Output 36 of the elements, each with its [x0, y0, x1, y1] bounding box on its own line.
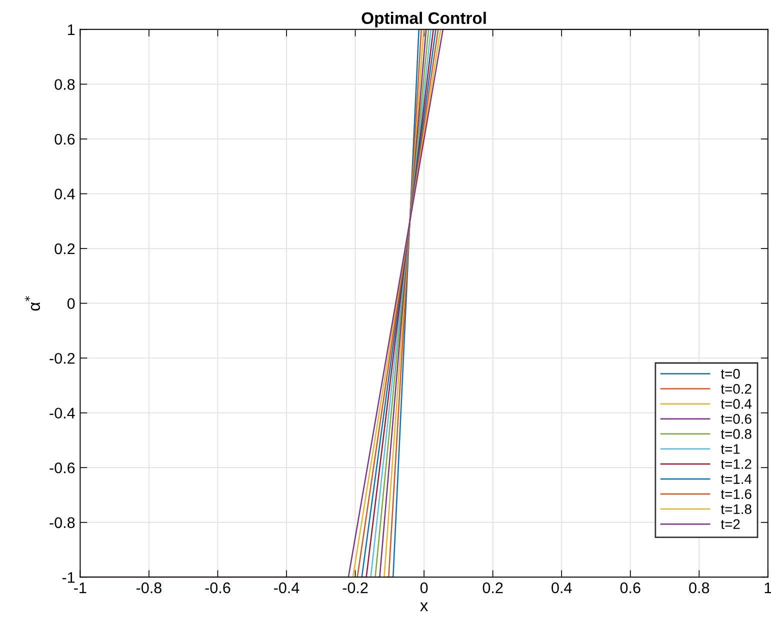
legend-label: t=1.4 [720, 474, 752, 484]
x-tick-label: -0.4 [274, 582, 300, 594]
legend-label: t=1.6 [720, 489, 752, 499]
legend-label: t=0 [720, 368, 740, 379]
y-tick-label: -0.2 [50, 352, 75, 364]
legend-label: t=1 [720, 444, 740, 454]
y-tick-label: -0.4 [50, 408, 75, 419]
x-tick-label: -0.6 [205, 582, 230, 594]
legend-label: t=0.2 [720, 384, 752, 394]
legend-label: t=0.8 [720, 429, 752, 439]
x-tick-label: 0.6 [620, 582, 640, 594]
y-tick-label: 0.8 [54, 79, 75, 90]
legend-label: t=0.6 [720, 414, 752, 424]
legend-label: t=1.8 [720, 504, 752, 514]
y-tick-label: -0.8 [50, 517, 75, 528]
x-tick-label: 0.4 [552, 582, 572, 594]
x-axis-title: x [420, 602, 428, 612]
y-axis-title: α$^{*}$ [24, 296, 40, 311]
legend-label: t=0.4 [720, 398, 752, 409]
y-tick-label: 1 [68, 24, 75, 35]
x-tick-label: 0.2 [482, 582, 503, 594]
y-tick-label: -1 [62, 572, 75, 583]
y-tick-label: 0.2 [54, 243, 75, 254]
x-tick-label: 1 [764, 582, 771, 594]
y-tick-label: 0.6 [54, 134, 75, 145]
y-tick-label: 0 [67, 298, 75, 309]
legend-label: t=1.2 [720, 459, 752, 469]
legend-label: t=2 [720, 519, 740, 530]
x-tick-label: -0.8 [136, 582, 162, 594]
x-tick-label: -0.2 [342, 582, 368, 594]
x-tick-label: -1 [74, 582, 86, 594]
chart-title: Optimal Control [362, 12, 486, 28]
y-tick-label: 0.4 [54, 188, 75, 200]
x-tick-label: 0.8 [689, 582, 710, 594]
x-tick-label: 0 [420, 582, 428, 594]
y-tick-label: -0.6 [50, 462, 75, 474]
